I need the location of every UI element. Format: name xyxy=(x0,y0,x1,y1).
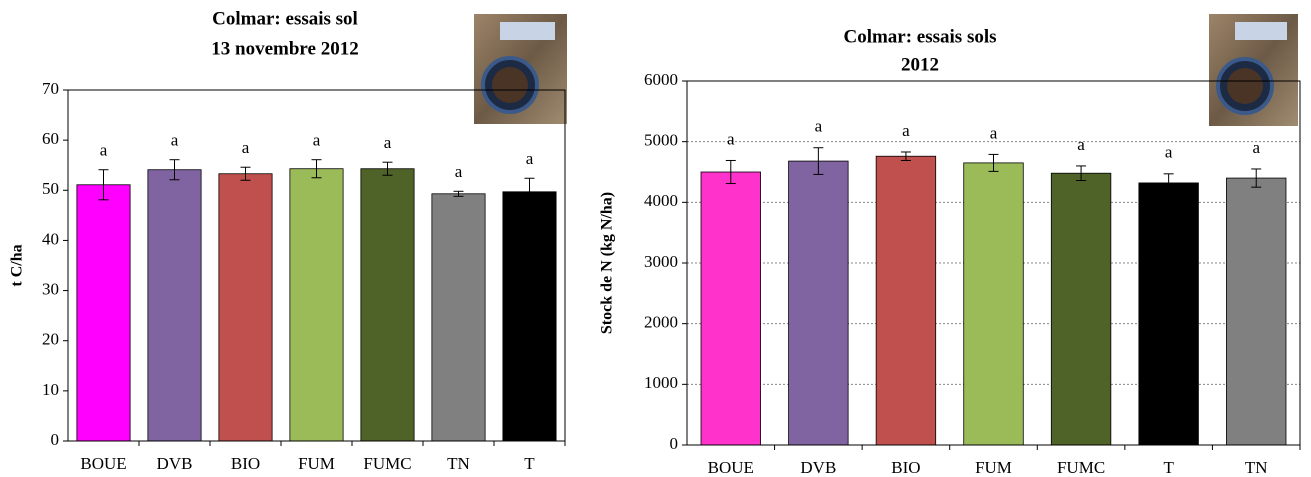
significance-letter: a xyxy=(902,121,910,140)
bar xyxy=(147,169,202,442)
significance-letter: a xyxy=(242,138,250,157)
bar xyxy=(1050,172,1112,446)
significance-letter: a xyxy=(990,123,998,142)
plot-frame xyxy=(686,80,1301,446)
chart-title: 2012 xyxy=(901,54,939,75)
y-tick-label: 5000 xyxy=(644,131,678,150)
significance-letter: a xyxy=(1252,138,1260,157)
x-tick-label: BIO xyxy=(891,458,920,477)
x-tick-label: BOUE xyxy=(708,458,754,477)
significance-letter: a xyxy=(1077,135,1085,154)
x-tick-label: FUMC xyxy=(363,454,411,473)
bar xyxy=(76,184,131,442)
y-tick-label: 0 xyxy=(670,434,679,453)
bar xyxy=(1138,182,1199,446)
y-axis-label: t C/ha xyxy=(9,244,26,286)
y-tick-label: 50 xyxy=(42,179,59,198)
bar xyxy=(1226,177,1287,446)
significance-letter: a xyxy=(100,141,108,160)
significance-letter: a xyxy=(1165,143,1173,162)
x-tick-label: DVB xyxy=(157,454,193,473)
bar xyxy=(218,173,273,442)
bar xyxy=(875,155,937,446)
y-tick-label: 2000 xyxy=(644,313,678,332)
y-tick-label: 10 xyxy=(42,380,59,399)
plot-frame xyxy=(67,89,566,442)
bar xyxy=(700,171,761,446)
bar xyxy=(788,160,849,446)
photo xyxy=(474,14,567,124)
chart-title: Colmar: essais sol xyxy=(212,8,358,29)
x-tick-label: FUMC xyxy=(1057,458,1105,477)
y-tick-label: 3000 xyxy=(644,252,678,271)
significance-letter: a xyxy=(455,162,463,181)
x-tick-label: DVB xyxy=(800,458,836,477)
significance-letter: a xyxy=(526,149,534,168)
bar xyxy=(289,168,344,442)
chart: Colmar: essais sols 2012 Stock de N (kg N/… xyxy=(599,26,1301,477)
x-tick-label: T xyxy=(524,454,535,473)
significance-letter: a xyxy=(171,131,179,150)
y-axis-label: Stock de N (kg N/ha) xyxy=(599,192,616,334)
significance-letter: a xyxy=(815,117,823,136)
bar xyxy=(963,162,1024,446)
y-tick-label: 1000 xyxy=(644,373,678,392)
y-tick-label: 4000 xyxy=(644,191,678,210)
y-tick-label: 0 xyxy=(51,430,60,449)
x-tick-label: TN xyxy=(447,454,470,473)
y-tick-label: 30 xyxy=(42,279,59,298)
chart-title: Colmar: essais sols xyxy=(843,26,996,47)
x-tick-label: TN xyxy=(1245,458,1268,477)
significance-letter: a xyxy=(313,131,321,150)
bar xyxy=(431,193,486,442)
y-tick-label: 70 xyxy=(42,79,59,98)
x-tick-label: T xyxy=(1163,458,1174,477)
x-tick-label: BOUE xyxy=(80,454,126,473)
significance-letter: a xyxy=(384,133,392,152)
chart-title: 13 novembre 2012 xyxy=(211,38,358,59)
bar xyxy=(360,168,415,442)
photo xyxy=(1209,14,1298,126)
x-tick-label: FUM xyxy=(298,454,335,473)
chart: Colmar: essais sol 13 novembre 2012 t C/ha… xyxy=(9,8,566,473)
x-tick-label: FUM xyxy=(975,458,1012,477)
x-tick-label: BIO xyxy=(231,454,260,473)
bar xyxy=(502,191,557,442)
y-tick-label: 40 xyxy=(42,229,59,248)
y-tick-label: 20 xyxy=(42,330,59,349)
significance-letter: a xyxy=(727,129,735,148)
y-tick-label: 6000 xyxy=(644,70,678,89)
y-tick-label: 60 xyxy=(42,129,59,148)
